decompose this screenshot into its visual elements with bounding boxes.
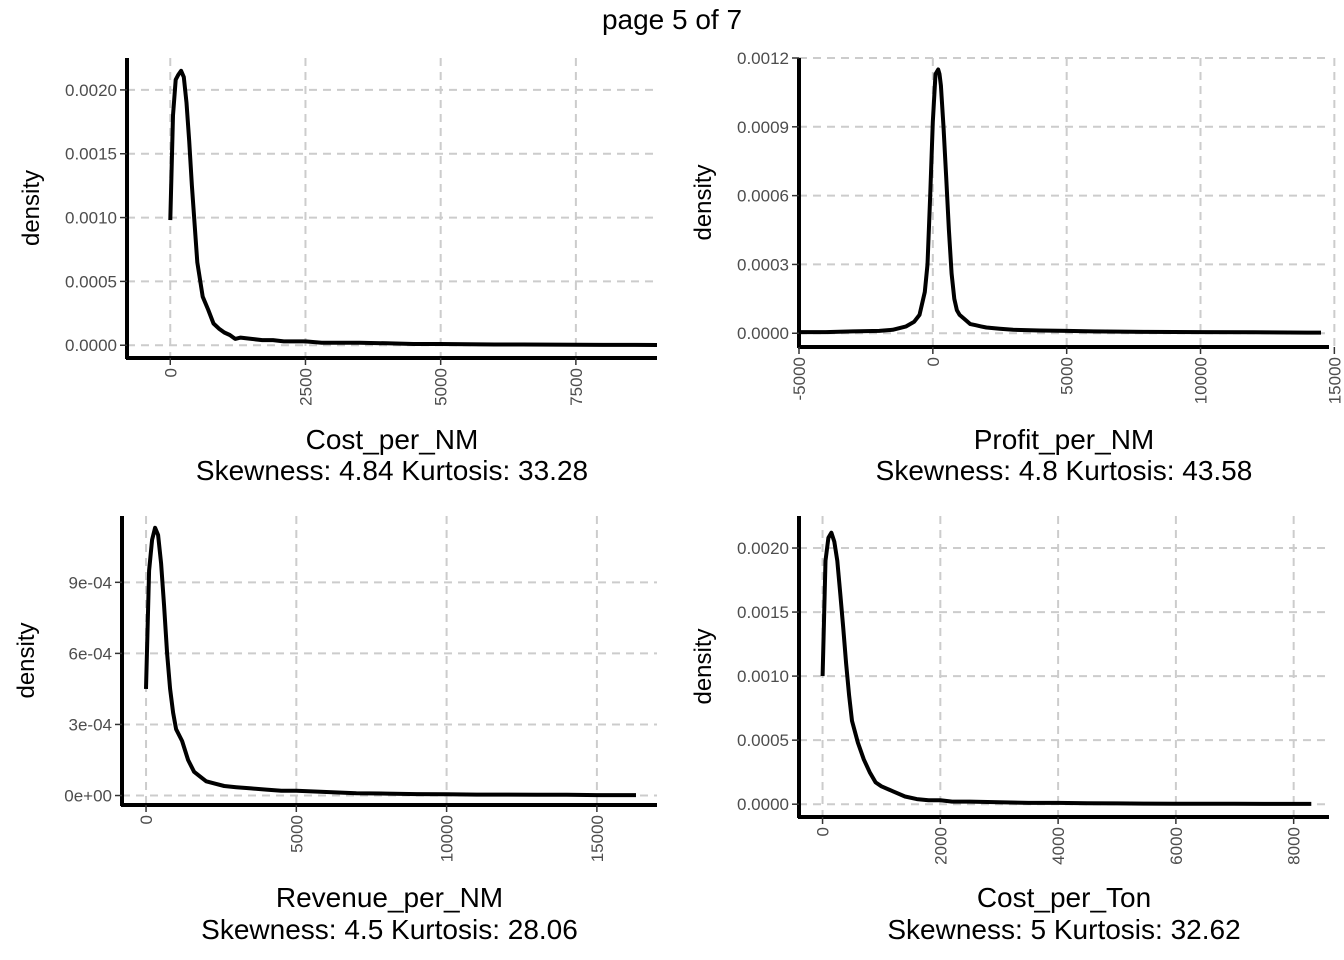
y-tick-label: 0.0000 [737, 324, 789, 343]
x-tick-label: 7500 [567, 368, 586, 406]
y-tick-label: 0.0015 [65, 145, 117, 164]
x-tick-label: 8000 [1285, 827, 1304, 865]
y-tick-label: 0.0012 [737, 49, 789, 68]
y-tick-label: 0.0006 [737, 187, 789, 206]
chart-subtitle: Skewness: 5 Kurtosis: 32.62 [887, 914, 1240, 945]
x-axis-title: Profit_per_NM [974, 424, 1155, 455]
x-tick-label: 0 [161, 368, 180, 377]
x-tick-label: 0 [137, 815, 156, 824]
density-line [144, 525, 636, 798]
y-tick-label: 0.0010 [65, 209, 117, 228]
x-tick-label: 4000 [1049, 827, 1068, 865]
x-tick-label: 0 [924, 357, 943, 366]
chart-panel-1: 0.0000 0.0005 0.0010 0.0015 0.0020 0 2500 5000 7… [18, 58, 658, 486]
y-tick-label: 0.0005 [737, 731, 789, 750]
chart-subtitle: Skewness: 4.5 Kurtosis: 28.06 [201, 914, 578, 945]
density-line [168, 68, 658, 347]
chart-subtitle: Skewness: 4.84 Kurtosis: 33.28 [196, 455, 588, 486]
x-tick-label: 5000 [1058, 357, 1077, 395]
y-tick-label: 0e+00 [64, 787, 112, 806]
x-tick-label: 5000 [432, 368, 451, 406]
x-tick-label: 0 [814, 827, 833, 836]
y-axis-title: density [18, 170, 45, 246]
density-line [799, 67, 1321, 335]
page-title: page 5 of 7 [601, 4, 743, 35]
y-tick-label: 6e-04 [69, 644, 112, 663]
x-tick-label: 15000 [588, 815, 607, 862]
x-tick-label: 10000 [1192, 357, 1211, 404]
x-tick-label: 2500 [296, 368, 315, 406]
y-axis-title: density [690, 164, 717, 240]
y-tick-label: 0.0000 [65, 336, 117, 355]
x-tick-label: 15000 [1325, 357, 1344, 404]
x-tick-label: 2000 [931, 827, 950, 865]
y-tick-label: 0.0005 [65, 272, 117, 291]
y-axis-title: density [13, 622, 40, 698]
chart-panel-2: 0.0000 0.0003 0.0006 0.0009 0.0012 -5000 0 5000… [690, 49, 1344, 486]
x-tick-label: 10000 [438, 815, 457, 862]
x-axis-title: Revenue_per_NM [276, 882, 503, 913]
y-tick-label: 0.0000 [737, 795, 789, 814]
x-axis-title: Cost_per_Ton [977, 882, 1151, 913]
x-tick-label: 5000 [287, 815, 306, 853]
chart-subtitle: Skewness: 4.8 Kurtosis: 43.58 [876, 455, 1253, 486]
y-tick-label: 0.0010 [737, 667, 789, 686]
x-tick-label: 6000 [1167, 827, 1186, 865]
chart-panel-4: 0.0000 0.0005 0.0010 0.0015 0.0020 0 2000 4000 6… [690, 516, 1329, 945]
y-tick-label: 0.0003 [737, 255, 789, 274]
y-axis-title: density [690, 628, 717, 704]
x-tick-label: -5000 [790, 357, 809, 400]
y-tick-label: 0.0015 [737, 603, 789, 622]
x-axis-title: Cost_per_NM [306, 424, 479, 455]
y-tick-label: 0.0009 [737, 118, 789, 137]
y-tick-label: 0.0020 [737, 539, 789, 558]
chart-panel-3: 0e+00 3e-04 6e-04 9e-04 0 5000 10000 15000 densi… [13, 516, 657, 945]
y-tick-label: 0.0020 [65, 81, 117, 100]
y-tick-label: 3e-04 [69, 715, 112, 734]
y-tick-label: 9e-04 [69, 573, 112, 592]
density-line [820, 530, 1312, 806]
